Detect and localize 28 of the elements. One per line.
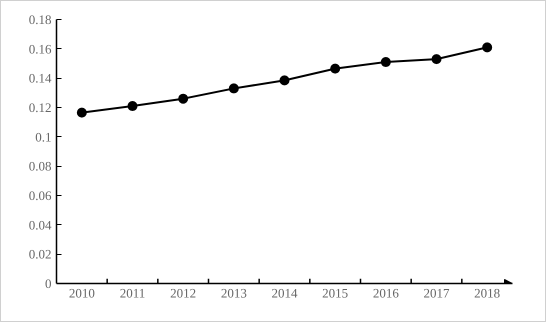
y-tick-label: 0.06 — [28, 188, 52, 203]
y-tick-label: 0.08 — [28, 158, 52, 174]
x-tick-label: 2014 — [272, 286, 298, 300]
y-tick-label: 0.18 — [28, 12, 52, 27]
x-tick-label: 2013 — [220, 286, 247, 300]
y-tick-label: 0.02 — [28, 246, 52, 262]
point — [432, 54, 442, 64]
point — [128, 101, 138, 112]
y-tick-label: 0.1 — [35, 129, 52, 144]
x-tick-label: 2010 — [68, 286, 95, 300]
x-tick-label: 2017 — [424, 286, 450, 300]
point — [228, 83, 239, 94]
y-tick-label: 0.04 — [28, 217, 52, 232]
y-tick-label: 0.14 — [28, 70, 52, 86]
point — [330, 64, 340, 74]
y-tick-label: 0.16 — [28, 41, 52, 56]
x-tick-label: 2012 — [170, 286, 196, 300]
y-tick-label: 0.12 — [28, 100, 52, 115]
point — [76, 108, 87, 118]
x-tick-label: 2015 — [322, 286, 348, 300]
point — [280, 75, 290, 86]
x-tick-label: 2011 — [120, 286, 146, 300]
point — [482, 42, 492, 52]
point — [380, 57, 391, 68]
x-tick-label: 2016 — [372, 286, 400, 300]
x-tick-label: 2018 — [474, 286, 500, 300]
y-tick-label: 0 — [45, 276, 52, 291]
point — [178, 94, 188, 104]
